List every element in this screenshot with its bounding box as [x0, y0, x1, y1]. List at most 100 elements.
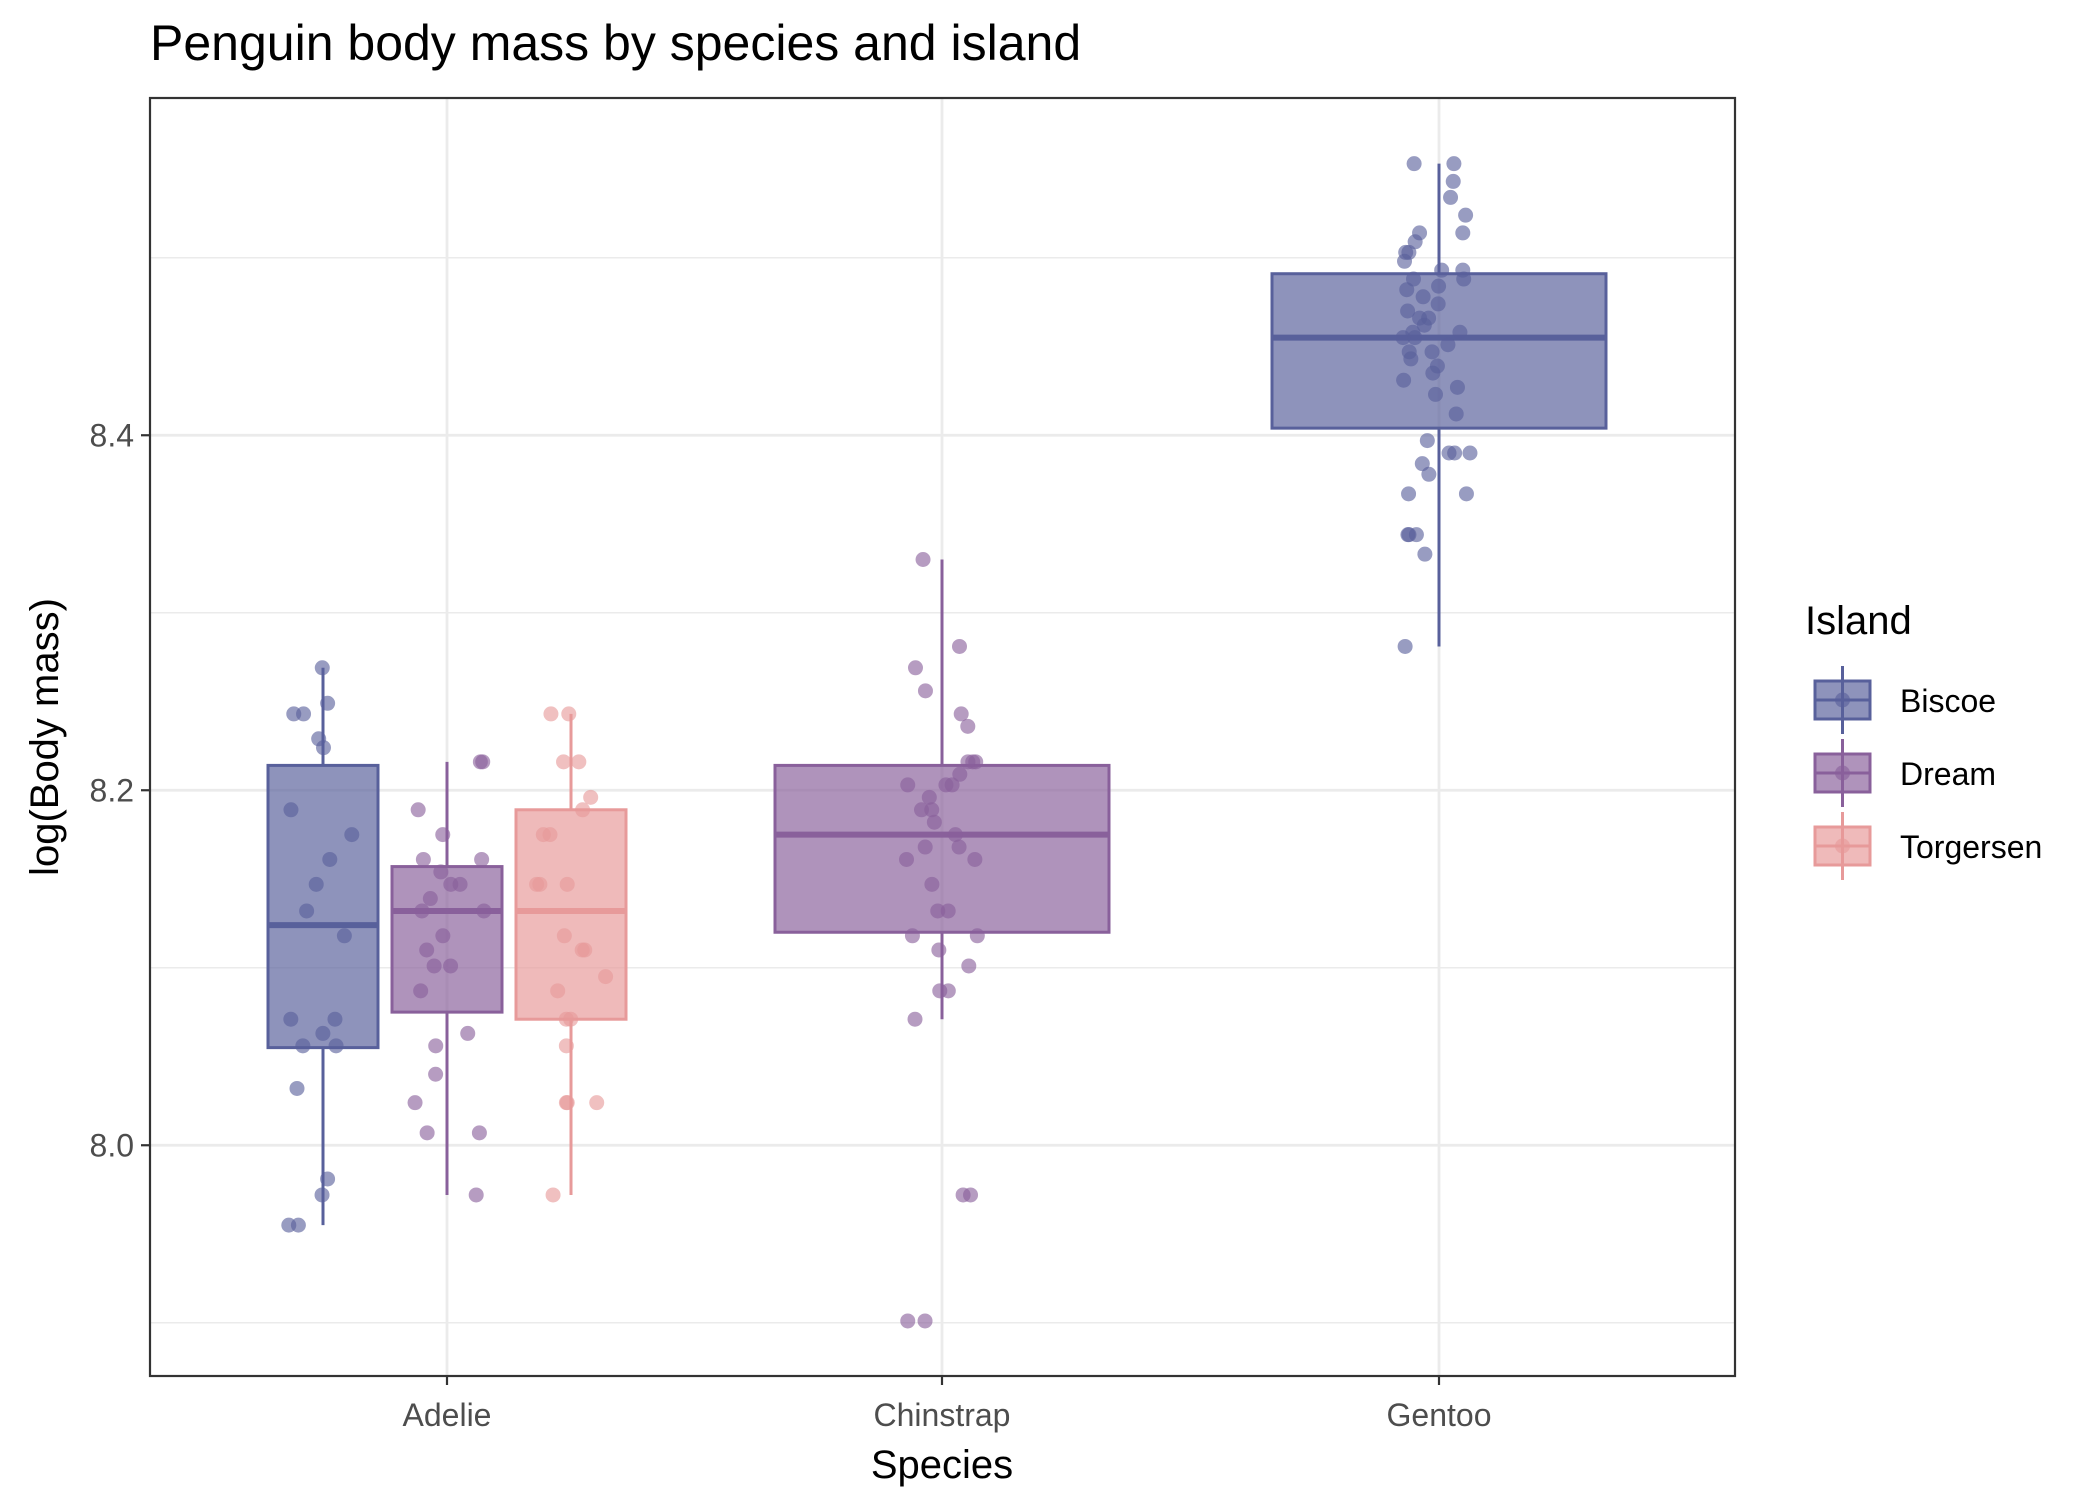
point-adelie-biscoe [322, 851, 338, 867]
point-adelie-dream [419, 1125, 435, 1141]
point-gentoo-biscoe [1407, 330, 1423, 346]
point-gentoo-biscoe [1449, 379, 1465, 395]
point-adelie-biscoe [295, 1038, 311, 1054]
box-adelie-torgersen [514, 713, 628, 1195]
point-chinstrap-dream [899, 851, 915, 867]
point-adelie-torgersen [561, 706, 577, 722]
point-adelie-torgersen [563, 1011, 579, 1027]
point-adelie-biscoe [281, 1217, 297, 1233]
point-gentoo-biscoe [1446, 156, 1462, 172]
point-adelie-dream [419, 942, 435, 958]
point-adelie-biscoe [320, 695, 336, 711]
point-adelie-dream [435, 827, 451, 843]
point-gentoo-biscoe [1400, 303, 1416, 319]
point-adelie-torgersen [529, 876, 545, 892]
point-adelie-dream [460, 1025, 476, 1041]
axes: 8.0 8.2 8.4 Adelie Chinstrap Gentoo [90, 417, 1492, 1433]
point-gentoo-biscoe [1399, 282, 1415, 298]
point-adelie-biscoe [327, 1011, 343, 1027]
point-adelie-dream [428, 1066, 444, 1082]
point-chinstrap-dream [900, 1313, 916, 1329]
point-gentoo-biscoe [1408, 527, 1424, 543]
point-chinstrap-dream [917, 1313, 933, 1329]
point-gentoo-biscoe [1405, 271, 1421, 287]
point-gentoo-biscoe [1440, 337, 1456, 353]
point-gentoo-biscoe [1397, 253, 1413, 269]
point-gentoo-biscoe [1445, 173, 1461, 189]
point-adelie-biscoe [296, 706, 312, 722]
point-gentoo-biscoe [1456, 271, 1472, 287]
point-gentoo-biscoe [1430, 296, 1446, 312]
point-gentoo-biscoe [1406, 156, 1422, 172]
point-gentoo-biscoe [1421, 466, 1437, 482]
point-gentoo-biscoe [1462, 445, 1478, 461]
point-chinstrap-dream [930, 903, 946, 919]
point-adelie-biscoe [315, 740, 331, 756]
point-gentoo-biscoe [1416, 317, 1432, 333]
legend-key-point [1835, 692, 1850, 708]
legend-item-biscoe: Biscoe [1813, 666, 1996, 734]
point-gentoo-biscoe [1419, 433, 1435, 449]
box-gentoo-biscoe [1270, 163, 1608, 647]
point-gentoo-biscoe [1397, 638, 1413, 654]
point-gentoo-biscoe [1428, 386, 1444, 402]
point-chinstrap-dream [951, 839, 967, 855]
chart-title: Penguin body mass by species and island [150, 15, 1081, 71]
legend-title: Island [1805, 599, 1912, 643]
points [281, 156, 1478, 1329]
point-adelie-dream [468, 1187, 484, 1203]
x-tick-label-gentoo: Gentoo [1387, 1397, 1492, 1433]
point-chinstrap-dream [921, 789, 937, 805]
point-chinstrap-dream [915, 552, 931, 567]
point-chinstrap-dream [924, 876, 940, 892]
point-adelie-torgersen [589, 1095, 605, 1111]
y-axis-title: log(Body mass) [23, 598, 67, 876]
y-tick-label: 8.4 [90, 417, 134, 453]
point-chinstrap-dream [960, 754, 976, 770]
point-adelie-biscoe [320, 1171, 336, 1187]
point-adelie-dream [435, 928, 451, 944]
point-adelie-dream [413, 983, 429, 999]
box-chinstrap-dream [773, 559, 1111, 1020]
point-gentoo-biscoe [1452, 324, 1468, 340]
point-adelie-biscoe [328, 1038, 344, 1054]
point-adelie-torgersen [574, 942, 590, 958]
point-chinstrap-dream [907, 660, 923, 676]
point-gentoo-biscoe [1434, 262, 1450, 278]
point-adelie-dream [471, 1125, 487, 1141]
point-adelie-dream [433, 864, 449, 880]
point-adelie-dream [407, 1095, 423, 1111]
legend-key-point [1835, 765, 1850, 781]
point-chinstrap-dream [967, 851, 983, 867]
point-gentoo-biscoe [1424, 344, 1440, 360]
point-adelie-torgersen [545, 1187, 561, 1203]
point-adelie-torgersen [598, 969, 614, 985]
point-gentoo-biscoe [1403, 351, 1419, 367]
point-adelie-biscoe [283, 802, 299, 818]
point-adelie-dream [443, 958, 459, 974]
point-chinstrap-dream [913, 802, 929, 818]
legend-item-dream: Dream [1813, 739, 1996, 807]
point-chinstrap-dream [940, 903, 956, 919]
y-tick-label: 8.2 [90, 772, 134, 808]
y-tick-label: 8.0 [90, 1127, 134, 1163]
point-chinstrap-dream [931, 942, 947, 958]
point-adelie-torgersen [543, 706, 559, 722]
legend-label: Torgersen [1900, 829, 2042, 865]
legend: Island Biscoe Dream Torgersen [1805, 599, 2042, 880]
point-adelie-torgersen [571, 754, 587, 770]
point-chinstrap-dream [917, 839, 933, 855]
point-chinstrap-dream [900, 777, 916, 793]
point-adelie-biscoe [283, 1011, 299, 1027]
point-gentoo-biscoe [1395, 330, 1411, 346]
point-adelie-biscoe [315, 1025, 331, 1041]
box-body [773, 763, 1111, 934]
point-adelie-dream [415, 851, 431, 867]
point-adelie-dream [410, 802, 426, 818]
point-adelie-torgersen [558, 1095, 574, 1111]
point-chinstrap-dream [938, 777, 954, 793]
box-body [514, 808, 628, 1021]
point-chinstrap-dream [960, 718, 976, 734]
x-tick-label-chinstrap: Chinstrap [874, 1397, 1011, 1433]
